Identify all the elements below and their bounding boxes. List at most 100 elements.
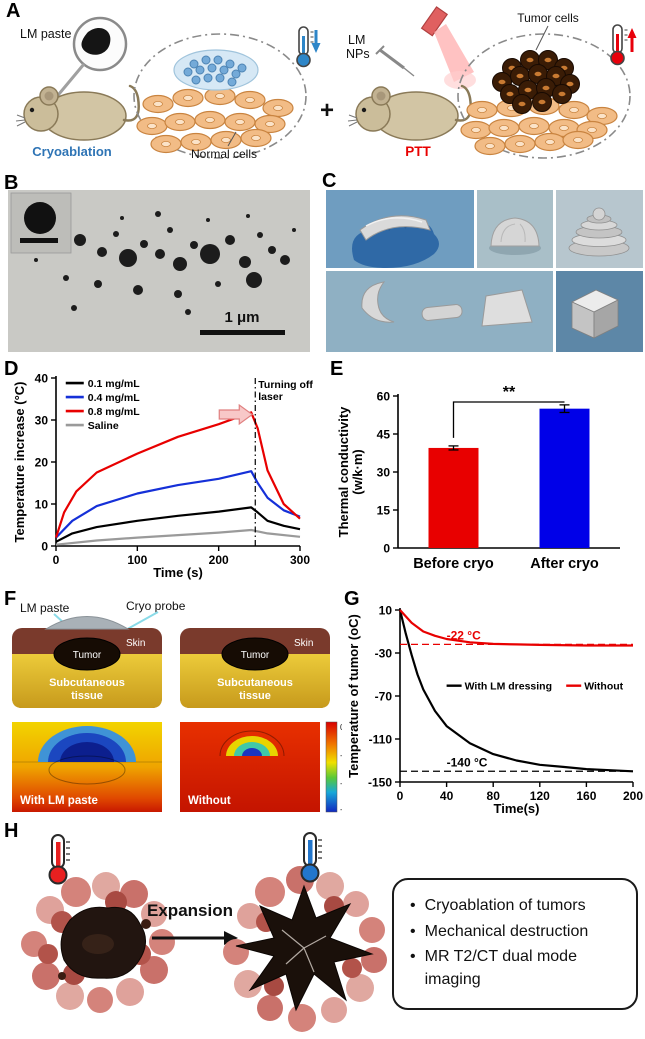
tissue-tumor-cells: [457, 33, 631, 159]
svg-text:0: 0: [397, 789, 404, 803]
svg-text:-30: -30: [375, 647, 393, 661]
scale-bar: [200, 330, 285, 335]
cryo-probe-callout: Cryo probe: [126, 599, 186, 613]
photo-glove: [326, 190, 474, 268]
svg-text:20: 20: [35, 456, 49, 470]
photo-dome: [556, 190, 643, 268]
svg-text:-110: -110: [369, 733, 393, 747]
svg-text:200: 200: [623, 789, 643, 803]
colorbar-tick-3: -150: [340, 804, 342, 814]
svg-text:Before cryo: Before cryo: [413, 556, 494, 572]
schematic-without-lm: Skin Tumor Subcutaneous tissue: [180, 628, 330, 708]
svg-text:100: 100: [127, 553, 147, 567]
svg-text:laser: laser: [258, 391, 283, 403]
simulation-panel: LM paste Cryo probe Skin Tumor Subcutane…: [12, 599, 342, 814]
schematic-with-lm: Skin Tumor Subcutaneous tissue: [12, 616, 162, 708]
svg-text:45: 45: [377, 428, 391, 442]
lm-nps-label-2: NPs: [346, 47, 370, 61]
svg-text:(w/k·m): (w/k·m): [350, 449, 365, 495]
colorbar-tick-2: -100: [340, 778, 342, 788]
svg-text:Without: Without: [584, 681, 623, 693]
thermometer-cold-icon-h: [300, 832, 323, 883]
subcutaneous-label-1: Subcutaneous: [217, 677, 293, 689]
svg-text:0: 0: [41, 540, 48, 554]
lm-nps-label-1: LM: [348, 33, 365, 47]
lm-paste-magnifier-icon: [52, 16, 128, 101]
panel-label-c: C: [322, 170, 337, 192]
bullet-text: MR T2/CT dual mode imaging: [424, 948, 577, 989]
thermometer-cold-icon: [296, 26, 315, 68]
mouse-cryoablation: [14, 84, 140, 142]
svg-text:200: 200: [209, 553, 229, 567]
svg-text:After cryo: After cryo: [530, 556, 599, 572]
panel-label-e: E: [330, 358, 344, 380]
panel-label-a: A: [6, 0, 21, 22]
without-label: Without: [188, 795, 231, 807]
tumor-label: Tumor: [241, 650, 270, 661]
svg-text:0.1 mg/mL: 0.1 mg/mL: [88, 378, 141, 390]
heatmap-with-lm: With LM paste: [12, 722, 162, 812]
summary-box: Cryoablation of tumors Mechanical destru…: [392, 878, 638, 1010]
svg-text:10: 10: [379, 604, 393, 618]
svg-text:Thermal conductivity: Thermal conductivity: [336, 406, 351, 538]
lm-paste-photos: [326, 190, 643, 352]
colorbar: 0 -50 -100 -150: [325, 721, 342, 814]
svg-text:160: 160: [576, 789, 596, 803]
svg-text:Temperature increase (°C): Temperature increase (°C): [12, 381, 27, 542]
svg-text:-140 °C: -140 °C: [447, 755, 488, 769]
svg-text:0.4 mg/mL: 0.4 mg/mL: [88, 392, 141, 404]
bullet-item: Mechanical destruction: [410, 921, 624, 944]
svg-text:300: 300: [290, 553, 310, 567]
svg-text:Time(s): Time(s): [494, 801, 540, 816]
colorbar-tick-1: -50: [340, 750, 342, 760]
photo-shapes: [326, 271, 553, 352]
cooling-curve-chart: 10 -30 -70 -110 -150 0 40 80 120 160 200 -22 °C -140…: [346, 604, 643, 817]
lm-paste-label: LM paste: [20, 27, 71, 41]
svg-text:40: 40: [35, 372, 49, 386]
syringe-icon: [375, 45, 415, 77]
svg-text:Saline: Saline: [88, 420, 119, 432]
svg-text:30: 30: [35, 414, 49, 428]
bullet-item: MR T2/CT dual mode imaging: [410, 946, 624, 991]
mouse-ptt: [346, 84, 472, 142]
arrow-down-cold-icon: [311, 30, 321, 53]
thermometer-warm-icon: [48, 834, 71, 885]
subcutaneous-label-2: tissue: [71, 690, 103, 702]
panel-label-b: B: [4, 172, 19, 194]
bullet-text: Cryoablation of tumors: [424, 897, 586, 914]
bullet-text: Mechanical destruction: [424, 922, 589, 940]
svg-text:**: **: [503, 384, 516, 401]
svg-text:10: 10: [35, 498, 49, 512]
svg-text:15: 15: [377, 504, 391, 518]
ptt-label: PTT: [405, 144, 431, 159]
svg-text:With LM dressing: With LM dressing: [465, 681, 552, 693]
svg-text:80: 80: [487, 789, 501, 803]
svg-text:60: 60: [377, 390, 391, 404]
svg-text:40: 40: [440, 789, 454, 803]
skin-label: Skin: [294, 638, 313, 649]
thermal-conductivity-chart: 0 15 30 45 60 Before cryo After cryo ** Thermal …: [336, 384, 620, 572]
with-lm-paste-label: With LM paste: [20, 795, 98, 807]
svg-text:120: 120: [530, 789, 550, 803]
plus-sign: +: [320, 97, 334, 124]
tumor-before-expansion: [21, 872, 175, 1013]
panel-label-h: H: [4, 820, 19, 842]
svg-text:Temperature of tumor (oC): Temperature of tumor (oC): [346, 614, 361, 778]
laser-beam: [420, 6, 476, 89]
scale-bar-label: 1 μm: [224, 309, 259, 326]
svg-text:30: 30: [377, 466, 391, 480]
panel-label-d: D: [4, 358, 19, 380]
expansion-label: Expansion: [147, 901, 233, 920]
svg-text:Turning off: Turning off: [258, 379, 313, 391]
svg-text:0: 0: [383, 542, 390, 556]
svg-text:Time (s): Time (s): [153, 565, 203, 580]
panel-label-f: F: [4, 588, 17, 610]
colorbar-tick-0: 0: [340, 722, 342, 732]
svg-text:-70: -70: [375, 690, 393, 704]
subcutaneous-label-1: Subcutaneous: [49, 677, 125, 689]
panel-h-illustration: Expansion: [21, 832, 387, 1032]
svg-text:-150: -150: [368, 776, 392, 790]
photo-cube: [556, 271, 643, 352]
